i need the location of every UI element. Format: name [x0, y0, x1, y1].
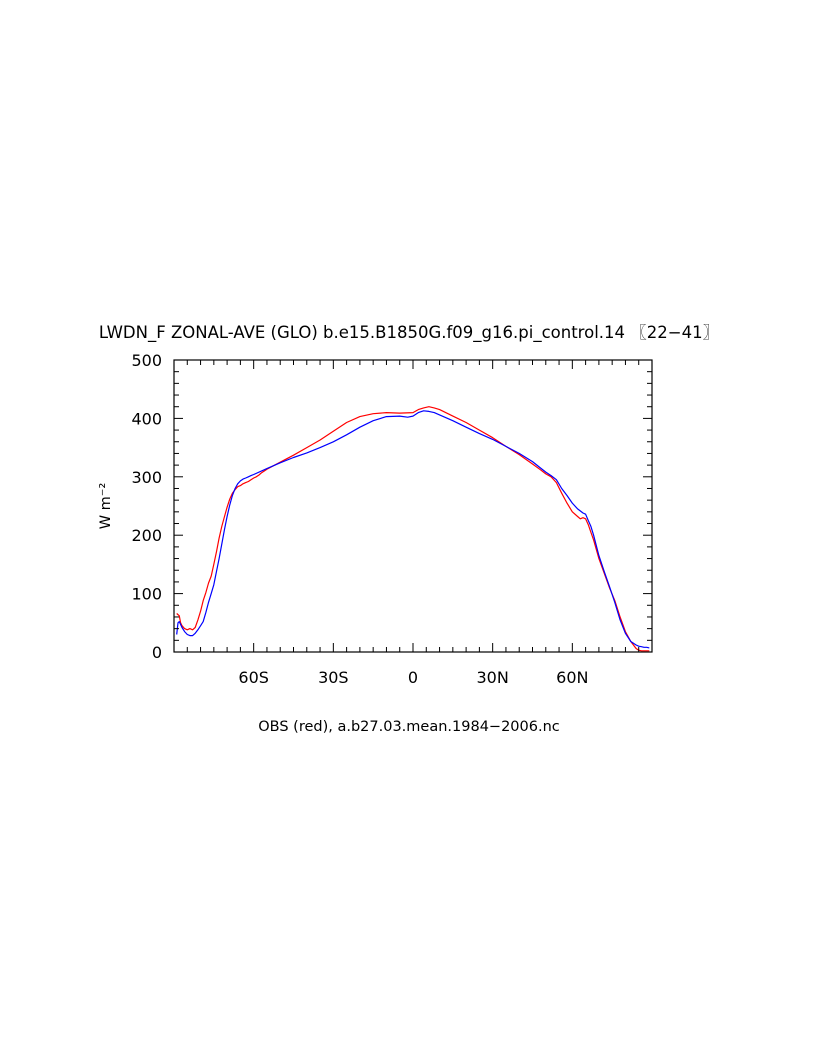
plot-frame	[173, 359, 653, 653]
x-tick-label: 60S	[238, 668, 269, 687]
y-axis-label: W m⁻²	[98, 483, 114, 530]
series-line-1	[176, 406, 650, 652]
y-tick-label: 500	[131, 351, 162, 370]
x-tick-label: 30N	[477, 668, 509, 687]
y-tick-label: 100	[131, 585, 162, 604]
x-tick-labels: 60S 30S 0 30N 60N	[238, 668, 588, 687]
y-tick-labels: 0 100 200 300 400 500	[131, 351, 162, 662]
x-tick-label: 60N	[556, 668, 588, 687]
y-tick-label: 200	[131, 526, 162, 545]
x-tick-label: 0	[408, 668, 418, 687]
series-line-2	[176, 410, 650, 649]
y-tick-label: 0	[152, 643, 162, 662]
plot-series	[176, 406, 650, 652]
y-tick-label: 300	[131, 468, 162, 487]
chart-title: LWDN_F ZONAL-AVE (GLO) b.e15.B1850G.f09_…	[99, 323, 719, 343]
x-tick-label: 30S	[318, 668, 349, 687]
axis-ticks	[173, 359, 653, 653]
y-tick-label: 400	[131, 409, 162, 428]
x-axis-label: OBS (red), a.b27.03.mean.1984−2006.nc	[258, 719, 560, 735]
